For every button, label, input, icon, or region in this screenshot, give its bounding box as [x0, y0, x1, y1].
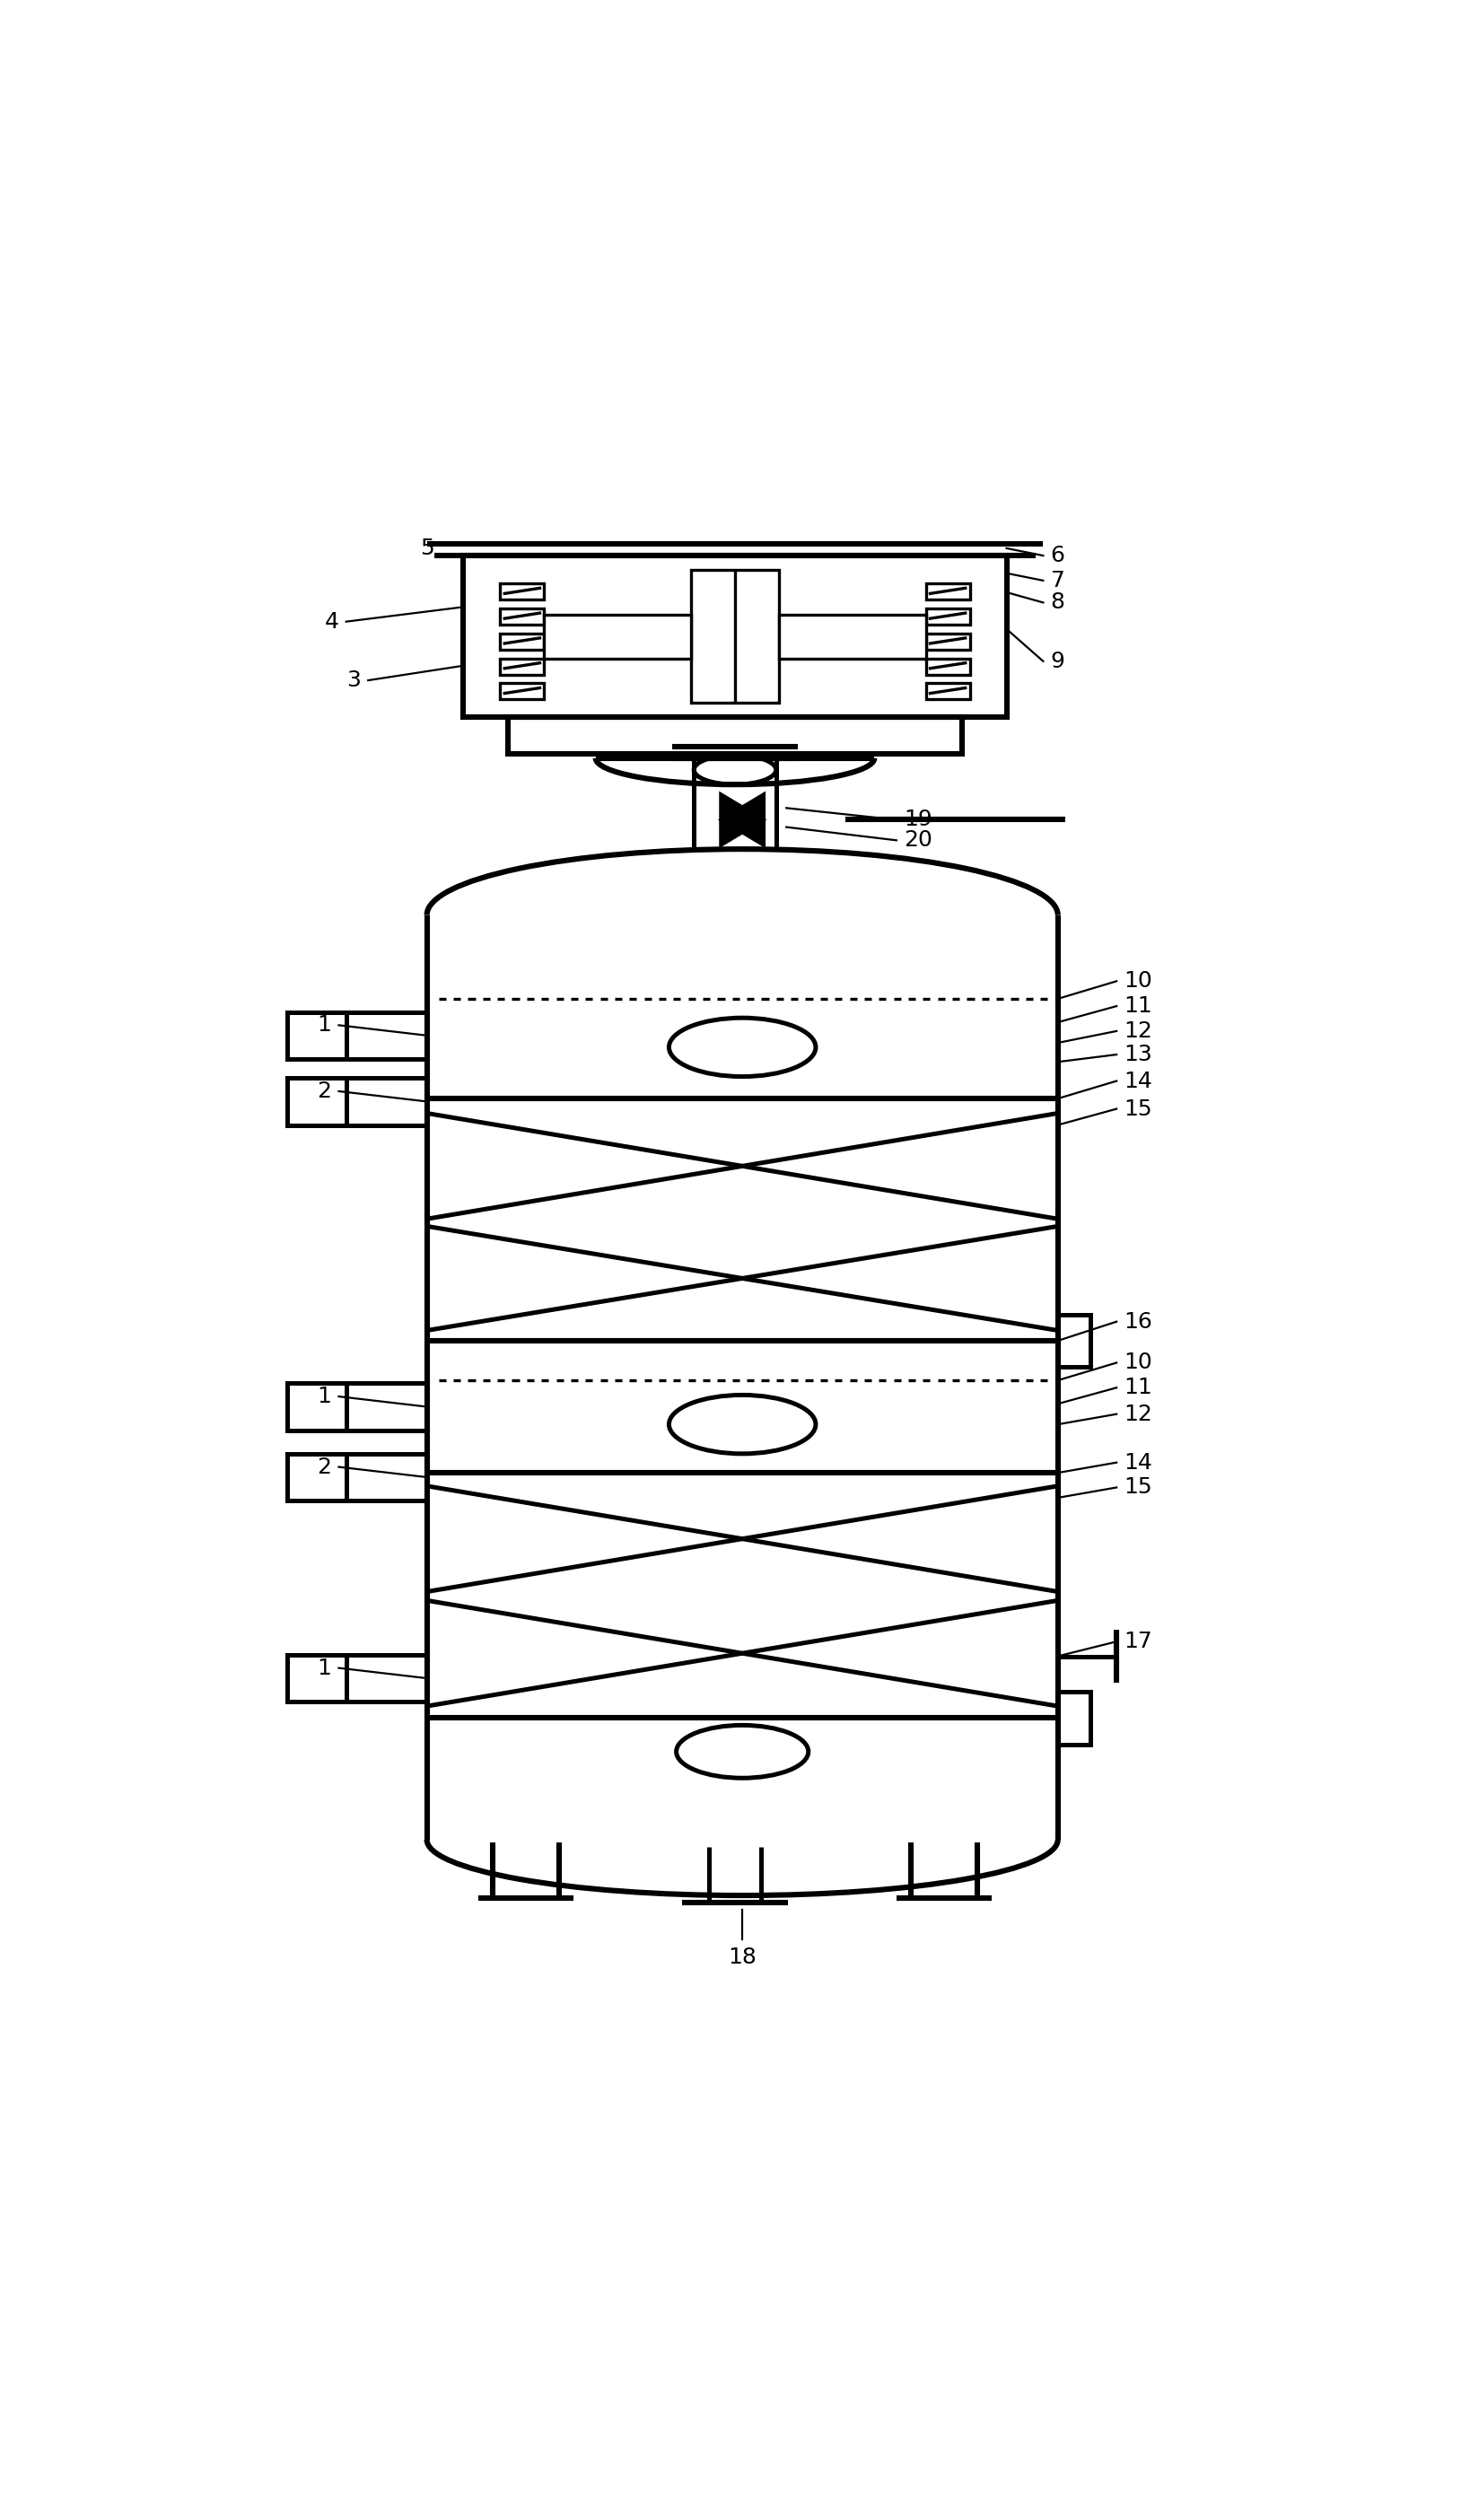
Text: 8: 8 [1051, 592, 1064, 612]
Bar [1058, 1691, 1091, 1744]
Text: 20: 20 [904, 829, 932, 852]
Bar [500, 658, 544, 675]
Text: 5: 5 [420, 537, 434, 559]
Bar [926, 658, 970, 675]
Bar [288, 1656, 345, 1701]
Bar [926, 585, 970, 600]
Text: 11: 11 [1125, 1376, 1152, 1399]
Polygon shape [720, 794, 764, 847]
Bar [288, 1383, 345, 1431]
Bar [463, 554, 1007, 718]
Text: 16: 16 [1125, 1310, 1152, 1333]
Bar [500, 633, 544, 650]
Text: 4: 4 [325, 610, 338, 633]
Text: 14: 14 [1125, 1452, 1152, 1474]
Text: 2: 2 [318, 1457, 331, 1477]
Text: 2: 2 [318, 1081, 331, 1101]
Text: 10: 10 [1125, 1351, 1152, 1373]
Text: 14: 14 [1125, 1071, 1152, 1091]
Text: 19: 19 [904, 809, 932, 832]
Text: 7: 7 [1051, 570, 1064, 592]
Bar [500, 683, 544, 701]
Text: 6: 6 [1051, 544, 1064, 567]
Polygon shape [720, 794, 764, 847]
Bar [500, 585, 544, 600]
Text: 17: 17 [1125, 1630, 1152, 1653]
Text: 11: 11 [1125, 995, 1152, 1018]
Bar [926, 607, 970, 625]
Bar [288, 1013, 345, 1058]
Bar [926, 683, 970, 701]
Text: 3: 3 [347, 670, 360, 690]
Text: 9: 9 [1051, 650, 1064, 673]
Bar [288, 1454, 345, 1502]
Text: 1: 1 [318, 1016, 331, 1036]
Text: 12: 12 [1125, 1404, 1152, 1424]
Bar [1058, 1315, 1091, 1368]
Bar [288, 1079, 345, 1124]
Text: 1: 1 [318, 1658, 331, 1678]
Text: 13: 13 [1125, 1043, 1152, 1066]
Text: 15: 15 [1125, 1477, 1152, 1499]
Bar [500, 607, 544, 625]
Text: 1: 1 [318, 1386, 331, 1406]
Bar [544, 615, 691, 658]
Bar [779, 615, 926, 658]
Text: 10: 10 [1125, 970, 1152, 993]
Bar [507, 718, 963, 753]
Bar [926, 633, 970, 650]
Bar [691, 570, 779, 703]
Text: 15: 15 [1125, 1099, 1152, 1119]
Text: 18: 18 [728, 1948, 757, 1968]
Text: 12: 12 [1125, 1021, 1152, 1041]
